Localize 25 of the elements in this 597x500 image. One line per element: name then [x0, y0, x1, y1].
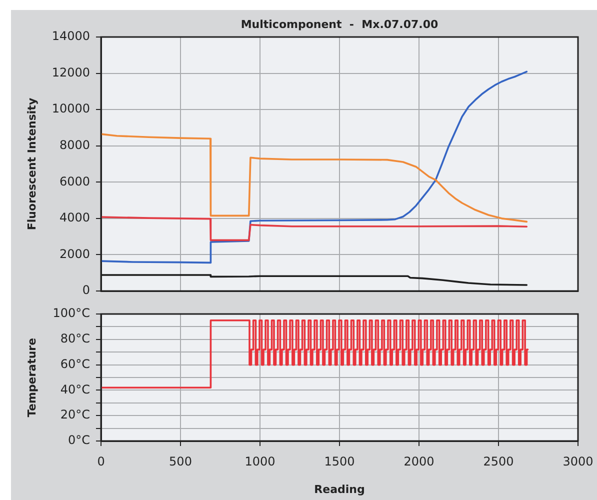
y-tick-label: 4000 — [59, 210, 90, 225]
y-tick-label: 12000 — [52, 65, 90, 80]
y-tick-label: 40°C — [60, 382, 90, 396]
y-tick-label: 100°C — [52, 306, 90, 320]
y-tick-label: 60°C — [60, 356, 90, 371]
x-tick-label: 2000 — [404, 454, 434, 468]
x-tick-label: 1500 — [324, 454, 355, 468]
y-tick-label: 14000 — [52, 29, 90, 44]
y-tick-label: 8000 — [59, 138, 90, 152]
x-axis-title: Reading — [314, 482, 365, 496]
y-tick-label: 20°C — [60, 408, 90, 422]
y-tick-label: 2000 — [59, 246, 90, 261]
y-tick-label: 80°C — [60, 332, 90, 346]
x-tick-label: 1000 — [244, 454, 276, 468]
chart-title: Multicomponent - Mx.07.07.00 — [240, 18, 438, 31]
x-tick-label: 0 — [97, 454, 105, 468]
y-axis-title: Temperature — [25, 338, 38, 418]
y-tick-label: 10000 — [52, 102, 90, 116]
y-tick-label: 0°C — [68, 433, 90, 448]
x-tick-label: 2500 — [483, 454, 514, 468]
x-tick-label: 500 — [169, 454, 192, 468]
y-axis-title: Fluorescent Intensity — [25, 98, 38, 230]
x-tick-label: 3000 — [562, 454, 594, 468]
y-tick-label: 0 — [82, 283, 90, 298]
y-tick-label: 6000 — [59, 174, 90, 188]
